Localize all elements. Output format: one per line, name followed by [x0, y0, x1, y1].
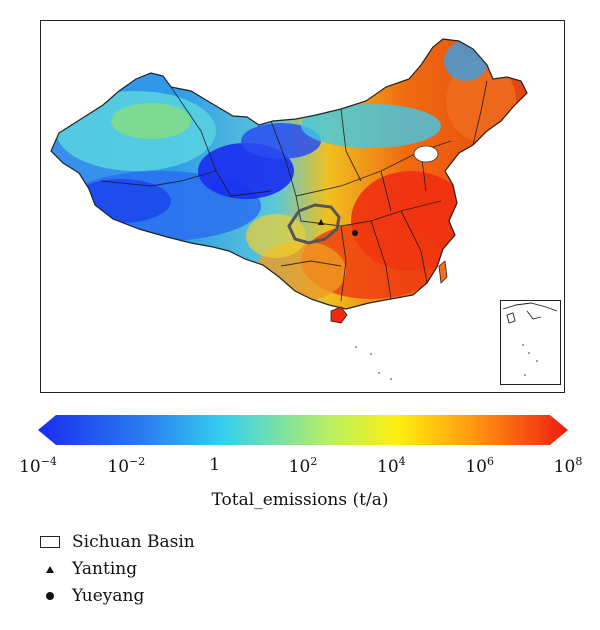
- colorbar-label: Total_emissions (t/a): [211, 490, 389, 510]
- circle-icon: [46, 592, 54, 600]
- colorbar-tick-label: 10−2: [107, 455, 146, 477]
- triangle-icon: [46, 565, 54, 573]
- yanting-marker: [318, 219, 324, 225]
- legend-label: Yanting: [72, 559, 138, 579]
- colorbar-tick-label: 10−4: [19, 455, 57, 477]
- south-china-sea-inset: [500, 300, 561, 385]
- colorbar-tick-label: 104: [377, 455, 406, 477]
- yueyang-marker: [352, 230, 358, 236]
- colorbar-tick-label: 1: [209, 455, 221, 475]
- colorbar: [38, 415, 568, 445]
- legend-item-sichuan-basin: Sichuan Basin: [38, 532, 195, 552]
- colorbar-tick-label: 102: [288, 455, 318, 477]
- legend-label: Yueyang: [72, 586, 145, 606]
- legend-item-yanting: Yanting: [38, 559, 137, 579]
- legend-item-yueyang: Yueyang: [38, 586, 144, 606]
- colorbar-tick-label: 106: [465, 455, 494, 477]
- map-frame: [40, 20, 565, 393]
- colorbar-tick-label: 108: [553, 455, 583, 477]
- emissions-map: [50, 38, 528, 380]
- rectangle-outline-icon: [40, 536, 60, 548]
- legend-label: Sichuan Basin: [72, 532, 195, 552]
- sichuan-basin-outline: [287, 203, 341, 245]
